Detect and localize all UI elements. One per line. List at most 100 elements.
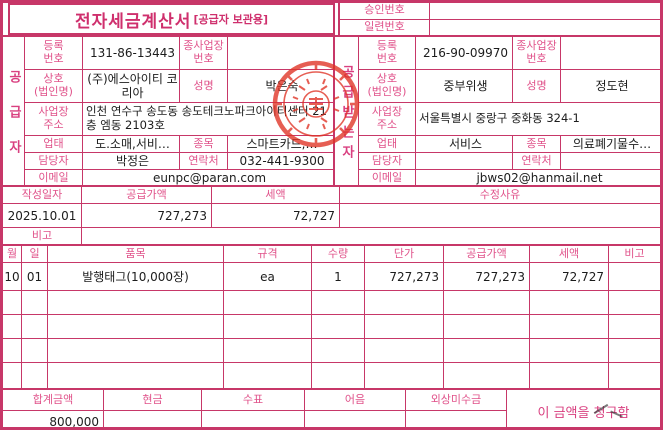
item-month bbox=[3, 363, 22, 388]
invoice-title-suffix: [공급자 보관용] bbox=[193, 13, 269, 26]
supply-amount-label: 공급가액 bbox=[82, 187, 212, 203]
supply-amount-value: 727,273 bbox=[82, 204, 212, 227]
buyer-grid: 등록 번호 216-90-09970 종사업장 번호 상호 (법인명) 중부위생… bbox=[359, 37, 660, 186]
item-tax bbox=[530, 315, 609, 338]
item-day bbox=[22, 291, 48, 314]
item-day: 01 bbox=[22, 263, 48, 290]
col-tax-header: 세액 bbox=[530, 246, 609, 262]
supplier-subbiz-no-label: 종사업장 번호 bbox=[180, 37, 228, 70]
buyer-contact-value bbox=[416, 153, 513, 170]
supplier-reg-no-value: 131-86-13443 bbox=[83, 37, 180, 70]
item-spec: ea bbox=[224, 263, 312, 290]
buyer-side-label: 공급받는자 bbox=[335, 37, 359, 185]
total-amount-label: 합계금액 bbox=[3, 390, 104, 411]
item-tax bbox=[530, 291, 609, 314]
item-day bbox=[22, 339, 48, 362]
supplier-phone-value: 032-441-9300 bbox=[228, 153, 333, 170]
buyer-bizitem-label: 종목 bbox=[513, 136, 561, 153]
summary-section: 작성일자 공급가액 세액 수정사유 2025.10.01 727,273 72,… bbox=[3, 185, 660, 244]
supplier-email-label: 이메일 bbox=[25, 170, 83, 186]
bill-value bbox=[305, 411, 406, 427]
supplier-subbiz-no-value bbox=[228, 37, 333, 70]
table-row bbox=[3, 339, 660, 363]
buyer-subbiz-no-value bbox=[561, 37, 660, 70]
item-spec bbox=[224, 315, 312, 338]
buyer-ceo-value: 정도현 bbox=[561, 70, 660, 103]
col-note-header: 비고 bbox=[624, 246, 645, 260]
col-month-header: 월 bbox=[3, 246, 22, 262]
item-qty bbox=[312, 291, 365, 314]
item-day bbox=[22, 315, 48, 338]
item-month bbox=[3, 291, 22, 314]
buyer-phone-label: 연락처 bbox=[513, 153, 561, 170]
item-day bbox=[22, 363, 48, 388]
item-name bbox=[48, 339, 224, 362]
supplier-ceo-value: 박은숙 bbox=[228, 70, 333, 103]
supplier-address-label: 사업장 주소 bbox=[25, 103, 83, 136]
issue-date-value: 2025.10.01 bbox=[3, 204, 82, 227]
item-unit-price bbox=[365, 315, 444, 338]
item-note bbox=[609, 291, 660, 314]
buyer-subbiz-no-label: 종사업장 번호 bbox=[513, 37, 561, 70]
buyer-reg-no-label: 등록 번호 bbox=[359, 37, 416, 70]
col-supply-header: 공급가액 bbox=[444, 246, 530, 262]
supplier-biztype-value: 도.소매,서비… bbox=[83, 136, 180, 153]
issue-date-label: 작성일자 bbox=[3, 187, 82, 203]
check-value bbox=[202, 411, 305, 427]
buyer-contact-label: 담당자 bbox=[359, 153, 416, 170]
buyer-biztype-label: 업태 bbox=[359, 136, 416, 153]
total-amount-value: 800,000 bbox=[3, 411, 104, 427]
invoice-title-box: 전자세금계산서 [공급자 보관용] bbox=[8, 3, 335, 35]
supplier-side-label: 공급자 bbox=[3, 37, 25, 185]
item-month bbox=[3, 339, 22, 362]
supplier-email-value: eunpc@paran.com bbox=[152, 170, 267, 185]
invoice-header: 전자세금계산서 [공급자 보관용] 승인번호 일련번호 bbox=[3, 3, 660, 35]
item-supply bbox=[444, 363, 530, 388]
col-unitprice-header: 단가 bbox=[365, 246, 444, 262]
item-name: 발행태그(10,000장) bbox=[48, 263, 224, 290]
col-spec-header: 규격 bbox=[224, 246, 312, 262]
item-month bbox=[3, 315, 22, 338]
remarks-row: 비고 bbox=[3, 228, 660, 244]
credit-value bbox=[406, 411, 507, 427]
buyer-bizitem-value: 의료폐기물수… bbox=[561, 136, 660, 153]
item-qty bbox=[312, 315, 365, 338]
revision-reason-label: 수정사유 bbox=[479, 187, 521, 201]
item-supply bbox=[444, 291, 530, 314]
buyer-company-value: 중부위생 bbox=[416, 70, 513, 103]
supplier-ceo-label: 성명 bbox=[180, 70, 228, 103]
table-row bbox=[3, 315, 660, 339]
buyer-biztype-value: 서비스 bbox=[416, 136, 513, 153]
table-row bbox=[3, 291, 660, 315]
buyer-ceo-label: 성명 bbox=[513, 70, 561, 103]
payment-request-message: 이 금액을 청구함 bbox=[507, 390, 660, 427]
totals-section: 합계금액 현금 수표 어음 외상미수금 이 금액을 청구함 800,000 bbox=[3, 388, 660, 427]
buyer-section: 공급받는자 등록 번호 216-90-09970 종사업장 번호 상호 (법인명… bbox=[333, 37, 660, 186]
table-row bbox=[3, 363, 660, 388]
item-qty bbox=[312, 339, 365, 362]
item-tax: 72,727 bbox=[530, 263, 609, 290]
approval-number-box: 승인번호 일련번호 bbox=[338, 3, 660, 35]
item-tax bbox=[530, 363, 609, 388]
item-spec bbox=[224, 363, 312, 388]
revision-reason-value bbox=[340, 204, 660, 227]
parties-section: 공급자 등록 번호 131-86-13443 종사업장 번호 상호 (법인명) … bbox=[3, 35, 660, 186]
remarks-value bbox=[82, 228, 660, 244]
summary-header-row: 작성일자 공급가액 세액 수정사유 bbox=[3, 187, 660, 204]
item-qty: 1 bbox=[312, 263, 365, 290]
item-name bbox=[48, 315, 224, 338]
item-supply bbox=[444, 339, 530, 362]
supplier-company-label: 상호 (법인명) bbox=[25, 70, 83, 103]
buyer-address-label: 사업장 주소 bbox=[359, 103, 416, 136]
serial-number-label: 일련번호 bbox=[340, 19, 430, 35]
payment-request-text: 이 금액을 청구함 bbox=[537, 405, 630, 421]
supplier-address-value: 인천 연수구 송도동 송도테크노파크아이티센터 21층 엠동 2103호 bbox=[83, 103, 333, 136]
table-row: 10 01 발행태그(10,000장) ea 1 727,273 727,273… bbox=[3, 263, 660, 291]
supplier-grid: 등록 번호 131-86-13443 종사업장 번호 상호 (법인명) (주)에… bbox=[25, 37, 333, 186]
item-qty bbox=[312, 363, 365, 388]
col-day-header: 일 bbox=[22, 246, 48, 262]
serial-number-value bbox=[430, 20, 660, 36]
item-name bbox=[48, 291, 224, 314]
item-unit-price: 727,273 bbox=[365, 263, 444, 290]
